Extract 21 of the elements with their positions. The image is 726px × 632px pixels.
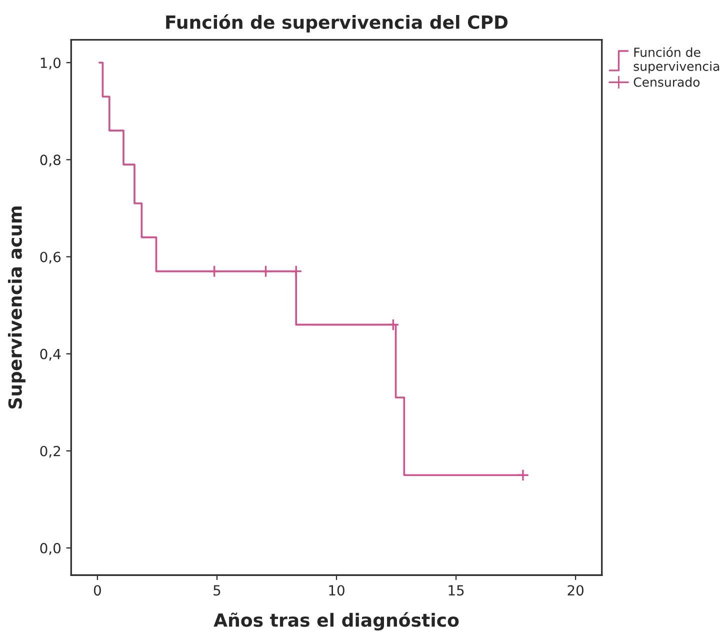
x-axis-title: Años tras el diagnóstico (214, 612, 459, 631)
y-tick-label: 0,0 (40, 542, 61, 555)
x-tick-label: 10 (329, 585, 344, 596)
y-tick-label: 0,4 (40, 348, 61, 361)
point (516, 468, 530, 482)
point (260, 265, 272, 278)
point (290, 265, 302, 278)
chart-title: Función de supervivencia del CPD (166, 14, 508, 32)
x-tick-label: 0 (94, 585, 101, 596)
y-tick-label: 0,8 (40, 154, 60, 167)
legend-label: Censurado (634, 77, 700, 87)
legend-label: Función de supervivencia (634, 46, 720, 74)
point (386, 318, 400, 331)
point (208, 265, 221, 278)
y-tick-label: 0,2 (40, 446, 60, 458)
y-tick-label: 0,6 (40, 252, 61, 264)
y-axis-title: Supervivencia acum (8, 206, 26, 409)
x-tick-label: 5 (214, 585, 220, 596)
x-tick-label: 15 (448, 585, 464, 596)
x-tick-label: 20 (568, 585, 584, 596)
y-tick-label: 1,0 (40, 58, 61, 70)
